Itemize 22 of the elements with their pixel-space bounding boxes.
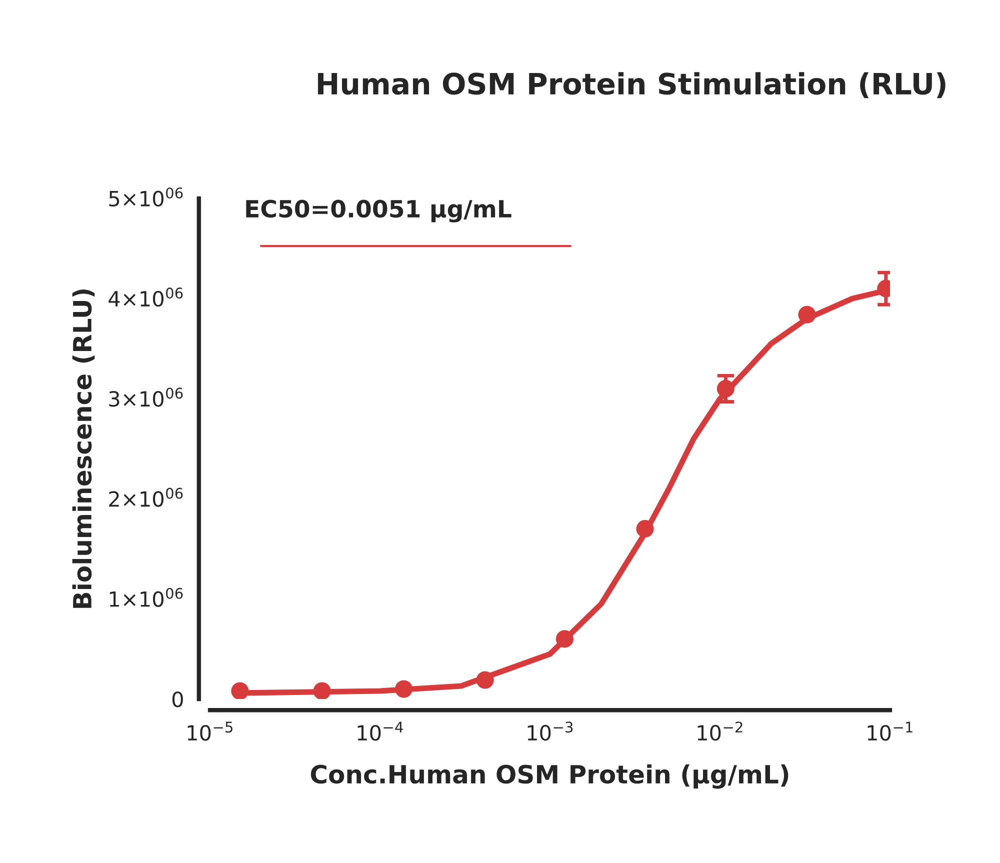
y-tick-label: 5×10$^{06}$	[109, 187, 183, 207]
point	[476, 671, 494, 689]
x-tick-label: 10$^{−3}$	[528, 722, 573, 741]
point	[313, 682, 331, 700]
y-tick-label: 0	[172, 691, 183, 708]
x-tick-label: 10$^{−4}$	[358, 722, 403, 741]
x-tick-label: 10$^{−2}$	[698, 722, 742, 741]
y-tick-label: 1×10$^{06}$	[110, 588, 183, 607]
point	[231, 682, 249, 700]
x-tick-label: 10$^{−5}$	[188, 722, 232, 741]
point	[636, 520, 654, 538]
annotation: EC50=0.0051 μg/mL	[246, 200, 512, 222]
y-tick-label: 2×10$^{06}$	[109, 488, 183, 507]
y-tick-label: 3×10$^{06}$	[109, 388, 183, 407]
x-tick-label: 10$^{−1}$	[868, 722, 912, 741]
y-tick-label: 4×10$^{06}$	[108, 288, 183, 307]
chart-title: Human OSM Protein Stimulation (RLU)	[318, 72, 946, 98]
point	[556, 630, 574, 648]
point	[394, 680, 413, 698]
x-axis-title: Conc.Human OSM Protein (μg/mL)	[310, 764, 788, 789]
y-axis-title: Bioluminescence (RLU)	[72, 289, 95, 608]
point	[798, 306, 816, 324]
